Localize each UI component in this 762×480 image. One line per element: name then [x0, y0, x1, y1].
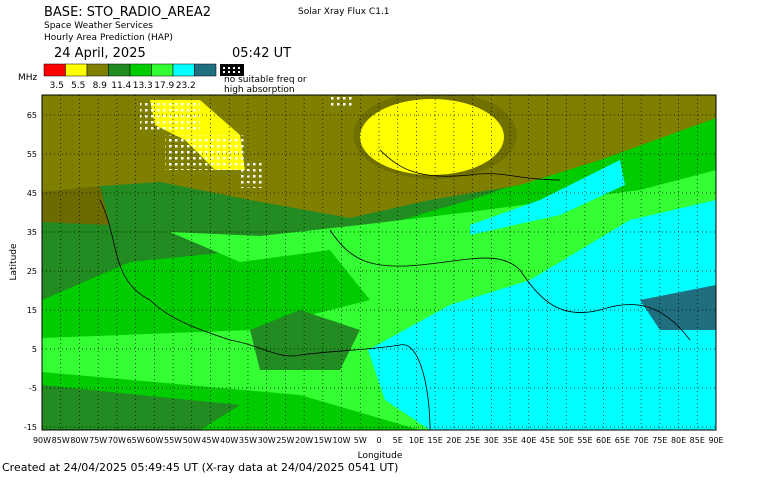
- x-tick-label: 50W: [183, 436, 201, 445]
- region: [360, 99, 504, 175]
- y-tick-label: -15: [24, 423, 37, 432]
- x-tick-label: 30E: [484, 436, 499, 445]
- legend-swatch: [86, 63, 109, 77]
- base-title: BASE: STO_RADIO_AREA2: [44, 5, 211, 20]
- x-tick-label: 70W: [108, 436, 126, 445]
- y-tick-label: -5: [29, 384, 37, 393]
- y-tick-label: 65: [27, 111, 37, 120]
- x-tick-label: 40W: [220, 436, 238, 445]
- map-frame: [41, 94, 717, 431]
- legend-value: 8.9: [93, 81, 108, 91]
- x-tick-label: 40E: [521, 436, 536, 445]
- x-tick-label: 10W: [333, 436, 351, 445]
- x-tick-label: 45E: [540, 436, 555, 445]
- x-tick-label: 20W: [295, 436, 313, 445]
- no-freq-label: no suitable freq or: [224, 75, 307, 85]
- x-tick-label: 65W: [127, 436, 145, 445]
- y-tick-label: 55: [27, 150, 37, 159]
- x-tick-label: 90E: [708, 436, 723, 445]
- x-tick-label: 55W: [164, 436, 182, 445]
- no-freq-swatch: [220, 64, 244, 76]
- y-axis-label: Latitude: [9, 243, 19, 281]
- x-tick-label: 60W: [145, 436, 163, 445]
- x-tick-label: 35W: [239, 436, 257, 445]
- legend-swatch: [151, 63, 174, 77]
- x-tick-label: 10E: [409, 436, 424, 445]
- x-tick-label: 5W: [354, 436, 367, 445]
- x-tick-label: 5E: [393, 436, 403, 445]
- region: [250, 310, 360, 370]
- region: [42, 186, 110, 225]
- created-note: Created at 24/04/2025 05:49:45 UT (X-ray…: [2, 461, 398, 474]
- legend-value: 23.2: [176, 81, 196, 91]
- legend-swatch: [43, 63, 66, 77]
- xray-flux: Solar Xray Flux C1.1: [298, 7, 390, 17]
- y-tick-label: 45: [27, 189, 37, 198]
- time: 05:42 UT: [232, 46, 291, 61]
- legend-value: 17.9: [154, 81, 174, 91]
- legend-value: 3.5: [50, 81, 64, 91]
- y-tick-label: 35: [27, 228, 37, 237]
- legend-value: 13.3: [133, 81, 153, 91]
- x-tick-label: 80E: [671, 436, 686, 445]
- x-tick-label: 90W: [33, 436, 51, 445]
- region: [42, 385, 240, 430]
- product-name: Hourly Area Prediction (HAP): [44, 33, 173, 43]
- x-tick-label: 65E: [615, 436, 630, 445]
- legend-swatch: [129, 63, 152, 77]
- x-tick-label: 85W: [52, 436, 70, 445]
- region: [368, 200, 716, 430]
- x-tick-label: 75W: [89, 436, 107, 445]
- x-tick-label: 25E: [465, 436, 480, 445]
- date: 24 April, 2025: [54, 46, 146, 61]
- x-tick-label: 35E: [502, 436, 517, 445]
- region: [640, 285, 716, 330]
- x-tick-label: 15W: [314, 436, 332, 445]
- y-tick-label: 15: [27, 306, 37, 315]
- x-tick-label: 80W: [70, 436, 88, 445]
- coastline: [99, 149, 691, 430]
- legend-value: 11.4: [111, 81, 131, 91]
- x-tick-label: 20E: [446, 436, 461, 445]
- legend-swatch: [108, 63, 131, 77]
- map: [41, 94, 717, 431]
- legend-swatch: [172, 63, 195, 77]
- region: [470, 160, 625, 235]
- y-tick-label: 25: [27, 267, 37, 276]
- legend-swatch: [194, 63, 217, 77]
- no-freq-label: high absorption: [224, 85, 295, 95]
- x-tick-label: 50E: [559, 436, 574, 445]
- x-tick-label: 45W: [201, 436, 219, 445]
- service-name: Space Weather Services: [44, 21, 153, 31]
- x-tick-label: 85E: [690, 436, 705, 445]
- x-tick-label: 55E: [577, 436, 592, 445]
- legend: 3.5 5.5 8.9 11.4 13.3 17.9 23.2: [43, 63, 217, 91]
- legend-unit: MHz: [18, 73, 38, 83]
- x-tick-label: 60E: [596, 436, 611, 445]
- x-tick-label: 70E: [633, 436, 648, 445]
- legend-swatch: [65, 63, 88, 77]
- x-tick-label: 25W: [276, 436, 294, 445]
- legend-value: 5.5: [71, 81, 85, 91]
- x-tick-label: 15E: [428, 436, 443, 445]
- y-tick-label: 5: [32, 345, 37, 354]
- x-axis-label: Longitude: [358, 451, 403, 461]
- x-tick-label: 75E: [652, 436, 667, 445]
- x-tick-label: 0: [376, 436, 381, 445]
- x-tick-label: 30W: [258, 436, 276, 445]
